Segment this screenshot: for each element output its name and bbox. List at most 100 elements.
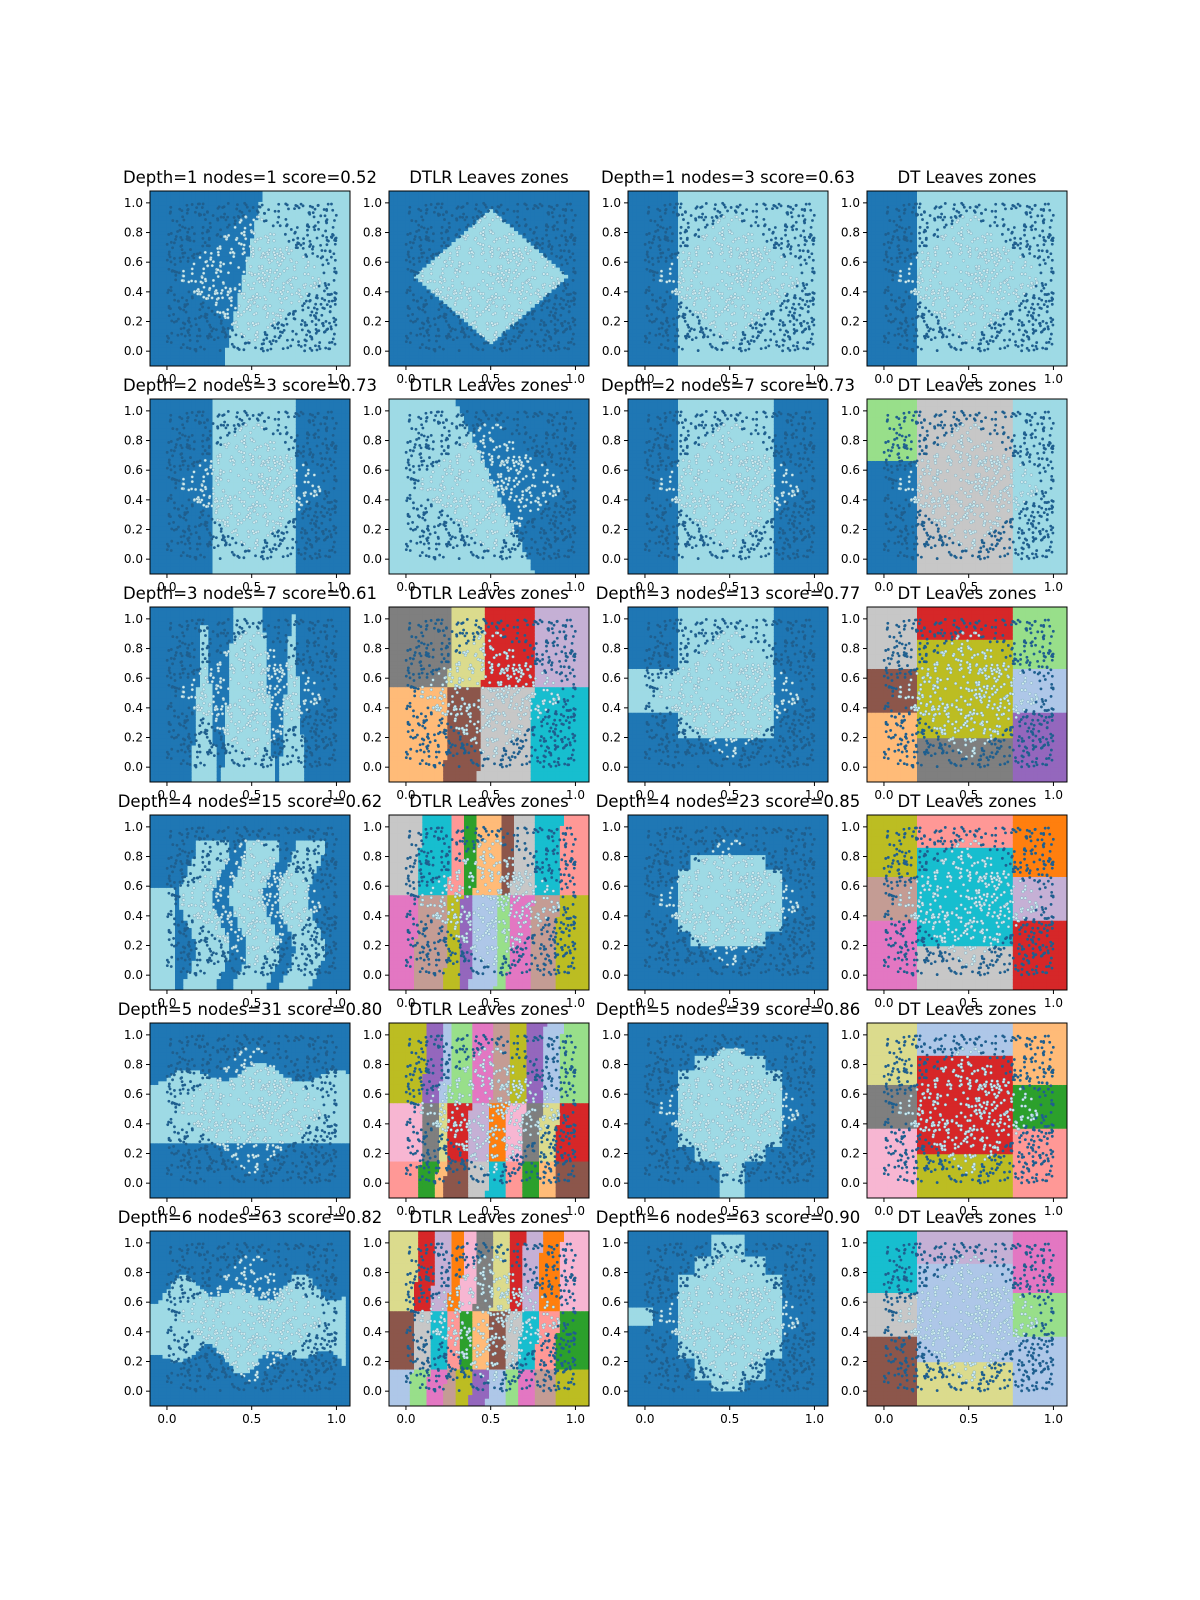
region-cell bbox=[229, 351, 234, 355]
data-point bbox=[206, 210, 209, 213]
region-cell bbox=[510, 304, 515, 308]
region-cell bbox=[292, 224, 297, 228]
data-point bbox=[193, 263, 196, 266]
region-cell bbox=[229, 315, 234, 319]
region-cell bbox=[317, 271, 322, 275]
region-cell bbox=[389, 348, 394, 352]
region-cell bbox=[414, 348, 419, 352]
region-cell bbox=[397, 279, 402, 283]
data-point bbox=[182, 343, 185, 346]
region-cell bbox=[456, 191, 461, 195]
region-cell bbox=[275, 198, 280, 202]
region-cell bbox=[175, 249, 180, 253]
region-cell bbox=[325, 333, 330, 337]
data-point bbox=[321, 264, 324, 267]
data-point bbox=[202, 237, 205, 240]
region-cell bbox=[418, 355, 423, 359]
region-cell bbox=[163, 297, 168, 301]
region-cell bbox=[154, 268, 159, 272]
region-cell bbox=[158, 275, 163, 279]
region-cell bbox=[158, 304, 163, 308]
region-cell bbox=[472, 282, 477, 286]
region-cell bbox=[489, 213, 494, 217]
data-point bbox=[234, 226, 237, 229]
region-cell bbox=[213, 238, 218, 242]
data-point bbox=[262, 279, 265, 282]
region-cell bbox=[250, 260, 255, 264]
data-point bbox=[279, 272, 282, 275]
region-cell bbox=[221, 191, 226, 195]
region-cell bbox=[460, 249, 465, 253]
region-cell bbox=[389, 308, 394, 312]
data-point bbox=[228, 297, 231, 300]
region-cell bbox=[300, 311, 305, 315]
region-cell bbox=[183, 337, 188, 341]
region-cell bbox=[485, 311, 490, 315]
region-cell bbox=[514, 300, 519, 304]
region-cell bbox=[163, 279, 168, 283]
region-cell bbox=[204, 330, 209, 334]
region-cell bbox=[192, 330, 197, 334]
region-cell bbox=[154, 195, 159, 199]
region-cell bbox=[313, 289, 318, 293]
region-cell bbox=[179, 300, 184, 304]
data-point bbox=[330, 203, 333, 206]
region-cell bbox=[435, 355, 440, 359]
region-cell bbox=[439, 209, 444, 213]
region-cell bbox=[313, 271, 318, 275]
region-cell bbox=[296, 253, 301, 257]
region-cell bbox=[514, 231, 519, 235]
region-cell bbox=[389, 322, 394, 326]
region-cell bbox=[321, 238, 326, 242]
region-cell bbox=[242, 304, 247, 308]
region-cell bbox=[539, 264, 544, 268]
data-point bbox=[248, 210, 251, 213]
region-cell bbox=[402, 238, 407, 242]
region-cell bbox=[342, 322, 347, 326]
data-point bbox=[317, 221, 320, 224]
region-cell bbox=[225, 206, 230, 210]
region-cell bbox=[431, 242, 436, 246]
region-cell bbox=[464, 319, 469, 323]
region-cell bbox=[325, 351, 330, 355]
data-point bbox=[261, 347, 264, 350]
region-cell bbox=[208, 359, 213, 363]
region-cell bbox=[321, 275, 326, 279]
region-cell bbox=[522, 227, 527, 231]
region-cell bbox=[389, 238, 394, 242]
region-cell bbox=[213, 249, 218, 253]
data-point bbox=[215, 271, 218, 274]
region-cell bbox=[406, 191, 411, 195]
region-cell bbox=[150, 246, 155, 250]
region-cell bbox=[506, 300, 511, 304]
data-point bbox=[278, 264, 281, 267]
data-point bbox=[235, 333, 238, 336]
region-cell bbox=[321, 355, 326, 359]
region-cell bbox=[171, 326, 176, 330]
region-cell bbox=[296, 217, 301, 221]
region-cell bbox=[317, 337, 322, 341]
region-cell bbox=[217, 344, 222, 348]
data-point bbox=[251, 322, 254, 325]
region-cell bbox=[308, 355, 313, 359]
data-point bbox=[310, 284, 313, 287]
region-cell bbox=[468, 359, 473, 363]
data-point bbox=[262, 271, 265, 274]
data-point bbox=[289, 345, 292, 348]
data-point bbox=[243, 231, 246, 234]
data-point bbox=[194, 348, 197, 351]
data-point bbox=[293, 268, 296, 271]
region-cell bbox=[175, 337, 180, 341]
region-cell bbox=[402, 351, 407, 355]
region-cell bbox=[531, 348, 536, 352]
region-cell bbox=[283, 195, 288, 199]
region-cell bbox=[527, 198, 532, 202]
region-cell bbox=[452, 344, 457, 348]
data-point bbox=[244, 227, 247, 230]
region-cell bbox=[539, 213, 544, 217]
region-cell bbox=[296, 220, 301, 224]
data-point bbox=[282, 347, 285, 350]
region-cell bbox=[275, 206, 280, 210]
region-cell bbox=[397, 289, 402, 293]
region-cell bbox=[472, 297, 477, 301]
